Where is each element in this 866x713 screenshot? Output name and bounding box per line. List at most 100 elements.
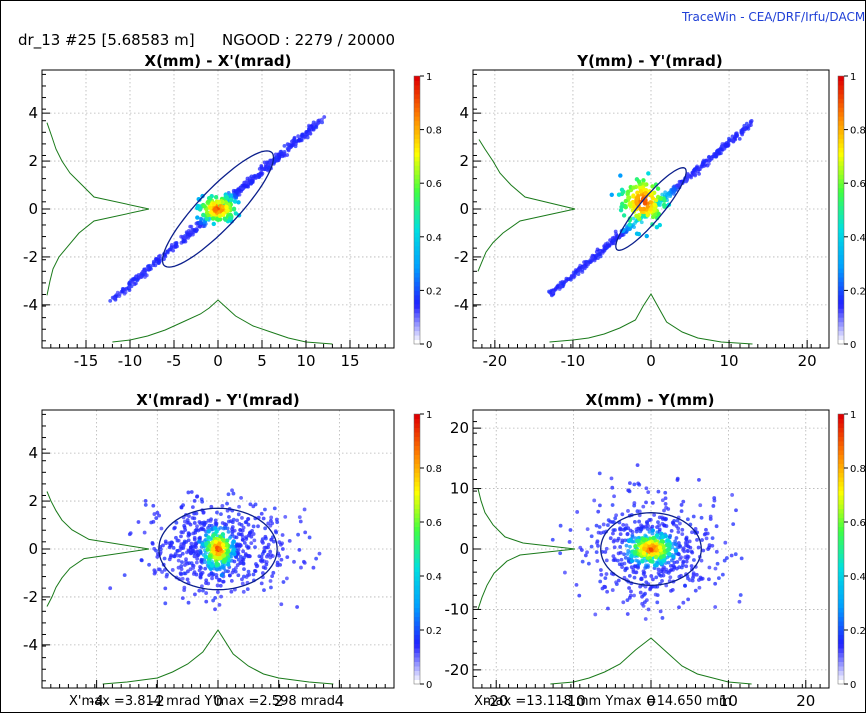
particle: [558, 284, 563, 289]
particle: [164, 574, 169, 579]
particle: [203, 560, 208, 565]
colorbar-segment: [414, 625, 420, 631]
particle: [637, 482, 642, 487]
particle: [577, 593, 582, 598]
colorbar-segment: [414, 540, 420, 545]
particle-core: [635, 538, 640, 544]
particle: [307, 128, 311, 133]
particle: [646, 490, 651, 495]
particle: [179, 567, 184, 571]
particle: [687, 578, 692, 583]
particle: [742, 123, 747, 128]
particle: [730, 138, 735, 143]
particle: [677, 183, 681, 187]
y-tick-label: 4: [28, 444, 38, 462]
colorbar-segment: [838, 432, 844, 437]
particle-core: [634, 200, 639, 205]
particle: [236, 532, 241, 536]
particle: [625, 612, 630, 616]
y-tick-label: -20: [445, 661, 470, 679]
particle: [302, 507, 307, 512]
particle-core: [195, 205, 200, 211]
particle: [213, 607, 217, 612]
particle-core: [223, 217, 228, 222]
particle: [690, 173, 694, 177]
particle: [628, 528, 633, 533]
particle: [180, 551, 185, 556]
colorbar-segment: [414, 427, 420, 433]
colorbar-segment: [838, 499, 844, 505]
particle: [230, 532, 235, 537]
particle: [246, 522, 251, 527]
particle: [263, 526, 268, 531]
particle: [692, 558, 696, 562]
colorbar: 1 0.8 0.6 0.4 0.2 0: [837, 410, 866, 691]
particle: [269, 160, 273, 165]
particle: [623, 538, 627, 543]
particle: [282, 151, 287, 156]
particle: [219, 594, 223, 599]
particle: [632, 575, 637, 580]
particle: [262, 545, 267, 550]
colorbar-segment: [414, 245, 420, 251]
particle: [558, 523, 563, 528]
colorbar-segment: [414, 277, 420, 282]
colorbar-segment: [414, 263, 420, 269]
particle: [669, 567, 674, 572]
particle-core: [225, 538, 230, 543]
particle: [230, 527, 234, 531]
colorbar-segment: [838, 205, 844, 211]
colorbar-segment: [838, 138, 844, 144]
particle: [626, 488, 631, 493]
particles: [108, 115, 327, 303]
particle: [694, 572, 699, 577]
particle: [139, 274, 144, 279]
particle: [686, 597, 691, 602]
colorbar-segment: [414, 486, 420, 491]
particle: [604, 546, 609, 551]
particle: [151, 261, 156, 266]
particle: [136, 520, 141, 524]
particle-core: [221, 537, 226, 543]
particle: [634, 529, 639, 534]
colorbar-segment: [414, 423, 420, 428]
particle: [147, 263, 152, 268]
particle: [304, 130, 309, 134]
colorbar-segment: [414, 661, 420, 667]
particle: [633, 570, 638, 575]
particle: [662, 523, 666, 528]
particle: [183, 571, 188, 576]
colorbar-segment: [838, 93, 844, 99]
particle: [679, 503, 684, 507]
particle: [595, 541, 599, 545]
colorbar-segment: [414, 214, 420, 220]
colorbar-segment: [414, 303, 420, 309]
colorbar-segment: [414, 93, 420, 99]
plot-area: [477, 463, 752, 685]
particle: [558, 551, 563, 556]
colorbar-segment: [838, 218, 844, 224]
colorbar-segment: [838, 281, 844, 287]
particle-core: [645, 204, 651, 209]
colorbar-segment: [414, 178, 420, 184]
particle: [707, 545, 711, 550]
colorbar-segment: [414, 670, 420, 676]
particle: [602, 584, 607, 589]
particle: [713, 581, 718, 586]
colorbar-segment: [414, 84, 420, 90]
particle: [611, 520, 616, 524]
particle: [194, 572, 199, 577]
particle: [710, 543, 715, 548]
particle: [220, 503, 225, 508]
particle: [660, 498, 665, 503]
particle: [180, 596, 185, 601]
particle: [622, 552, 626, 557]
particle: [619, 557, 624, 562]
particle: [569, 275, 574, 279]
y-profile: [46, 122, 150, 296]
colorbar-segment: [838, 245, 844, 251]
particle-core: [635, 190, 640, 195]
particle-core: [632, 204, 637, 210]
particle: [197, 568, 202, 573]
colorbar-segment: [414, 205, 420, 211]
